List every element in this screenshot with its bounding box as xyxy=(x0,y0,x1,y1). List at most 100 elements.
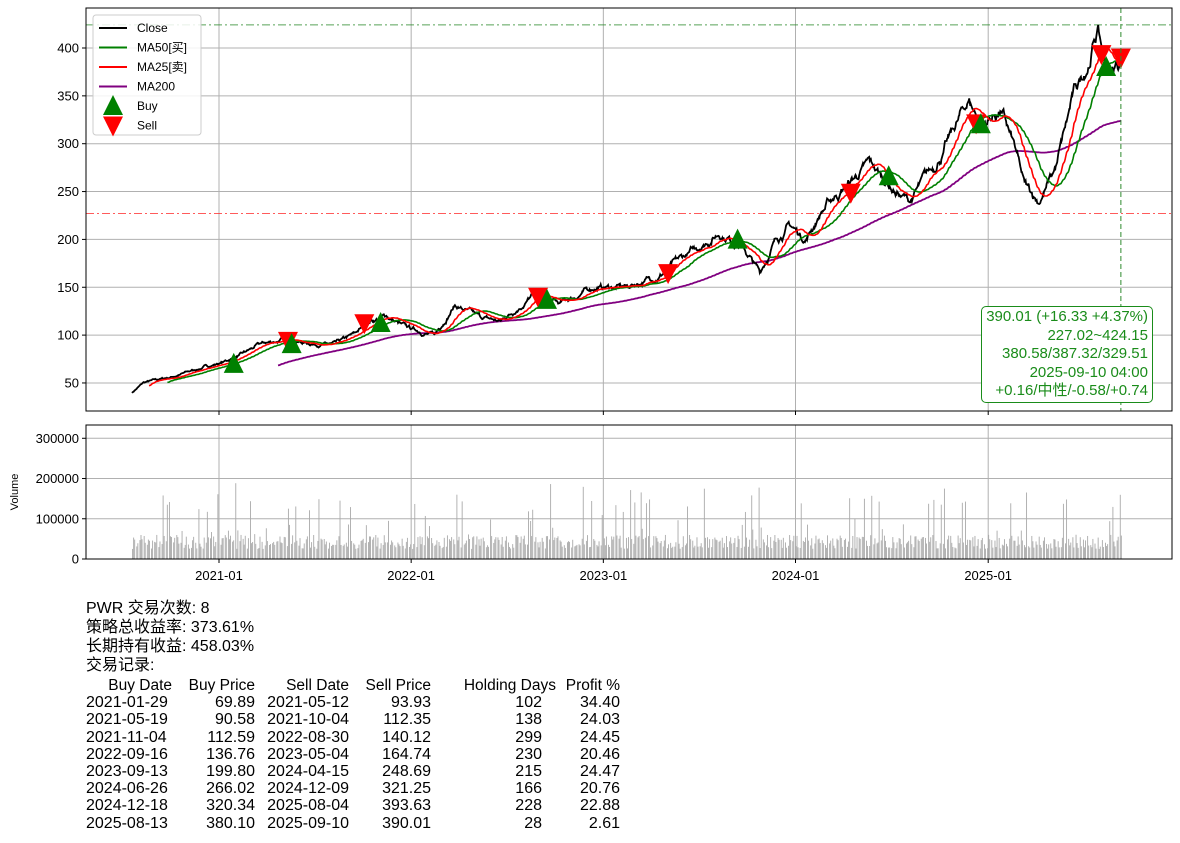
volume-bar xyxy=(601,515,603,559)
volume-bar xyxy=(613,536,615,559)
cell-sell-price: 393.63 xyxy=(382,797,431,815)
volume-bar xyxy=(704,537,706,559)
volume-bar xyxy=(343,544,345,559)
volume-bar xyxy=(861,536,863,559)
volume-bar xyxy=(235,483,237,559)
volume-bar xyxy=(618,538,620,559)
cell-sell-date: 2021-05-12 xyxy=(267,694,349,712)
volume-bar xyxy=(635,535,637,559)
volume-bar xyxy=(383,535,385,559)
volume-bar xyxy=(269,544,270,559)
volume-bar xyxy=(759,548,761,559)
volume-bar xyxy=(615,505,617,559)
volume-bar xyxy=(401,538,403,559)
volume-bar xyxy=(361,540,363,559)
buy-marker xyxy=(223,352,244,373)
volume-bar xyxy=(1021,540,1023,559)
volume-bar xyxy=(1069,545,1071,559)
volume-bar xyxy=(373,537,375,559)
volume-bar xyxy=(242,538,244,559)
volume-bar xyxy=(537,542,539,559)
cell-holding-days: 228 xyxy=(515,797,542,815)
volume-bar xyxy=(852,535,854,559)
volume-bar xyxy=(174,537,176,559)
volume-bar xyxy=(803,542,805,559)
cell-buy-price: 136.76 xyxy=(206,745,255,763)
volume-bar xyxy=(251,543,253,559)
volume-bar xyxy=(928,503,930,559)
volume-bar xyxy=(591,500,593,559)
volume-bar xyxy=(655,536,657,559)
volume-bar xyxy=(708,547,710,559)
volume-bar xyxy=(771,548,773,559)
volume-bar xyxy=(945,548,946,559)
volume-bar xyxy=(913,547,915,559)
volume-bar xyxy=(412,548,414,559)
volume-bar xyxy=(748,546,750,559)
volume-bar xyxy=(911,544,913,559)
volume-bar xyxy=(327,548,329,559)
volume-bar xyxy=(498,539,500,559)
volume-bar xyxy=(671,547,673,559)
volume-bar xyxy=(227,530,229,559)
volume-bar xyxy=(239,541,241,559)
volume-bar xyxy=(885,540,886,559)
volume-bar xyxy=(504,540,506,559)
volume-bar xyxy=(350,507,351,559)
volume-bar xyxy=(1060,547,1062,559)
volume-bar xyxy=(456,494,458,559)
volume-bar xyxy=(1042,540,1044,559)
cell-profit: 20.46 xyxy=(579,745,620,763)
volume-bar xyxy=(906,543,907,559)
volume-bar xyxy=(856,537,858,559)
volume-bar xyxy=(598,541,600,559)
cell-holding-days: 215 xyxy=(515,763,542,781)
volume-bar xyxy=(419,536,421,559)
volume-bar xyxy=(609,546,611,559)
volume-bar xyxy=(321,539,323,559)
volume-bar xyxy=(822,543,824,559)
cell-buy-date: 2023-09-13 xyxy=(86,763,168,781)
volume-bar xyxy=(834,548,836,559)
volume-bar xyxy=(818,538,820,559)
volume-bar xyxy=(1113,541,1115,559)
volume-bar xyxy=(935,541,937,559)
y-tick-label: 150 xyxy=(57,280,79,295)
volume-bar xyxy=(394,545,396,559)
volume-bar xyxy=(355,548,357,559)
volume-bar xyxy=(139,540,141,559)
volume-bar xyxy=(232,541,234,559)
volume-bar xyxy=(662,546,664,559)
volume-bar xyxy=(454,544,456,559)
volume-bar xyxy=(672,546,674,559)
volume-bar xyxy=(874,538,876,559)
buy-marker xyxy=(970,113,991,134)
header-buy-date: Buy Date xyxy=(108,677,172,694)
volume-bar xyxy=(1001,544,1003,559)
y-tick-label: 100 xyxy=(57,328,79,343)
volume-bar xyxy=(417,537,419,559)
sell-marker xyxy=(840,183,861,204)
volume-bar xyxy=(611,536,613,559)
cell-holding-days: 28 xyxy=(524,814,542,832)
volume-bar xyxy=(294,542,296,559)
volume-bar xyxy=(685,543,687,559)
volume-bar xyxy=(134,539,136,559)
volume-bar xyxy=(410,544,412,559)
volume-bar xyxy=(1016,545,1018,559)
volume-bar xyxy=(1097,537,1099,559)
volume-bar xyxy=(848,541,850,559)
volume-bar xyxy=(782,537,784,559)
volume-bar xyxy=(637,537,639,559)
volume-bar xyxy=(957,535,959,559)
volume-bar xyxy=(1075,534,1077,559)
volume-bar xyxy=(384,542,386,559)
volume-bar xyxy=(925,537,926,559)
cell-buy-date: 2022-09-16 xyxy=(86,745,168,763)
volume-tick-label: 0 xyxy=(72,552,79,567)
volume-bar xyxy=(623,548,625,559)
volume-bar xyxy=(211,532,213,559)
volume-bar xyxy=(547,536,548,559)
volume-bar xyxy=(439,545,441,559)
volume-bar xyxy=(608,544,609,559)
